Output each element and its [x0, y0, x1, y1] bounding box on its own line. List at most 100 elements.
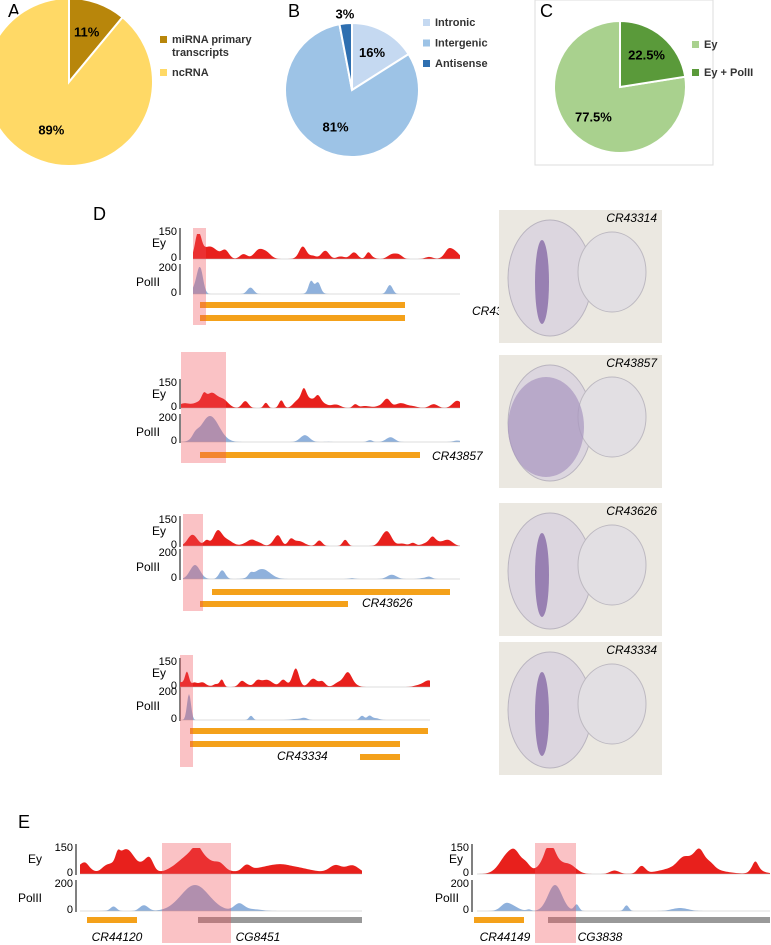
image-label: CR43334: [606, 643, 657, 657]
legend-label: Ey: [704, 39, 718, 51]
pie-slice: [619, 19, 687, 89]
track-label: Ey: [28, 852, 42, 866]
gene-label: CR44149: [480, 930, 531, 944]
gene-label: CR43334: [277, 749, 328, 763]
legend-line: miRNA primary: [172, 34, 253, 46]
tick-label: 200: [159, 412, 177, 424]
tick-label: 0: [67, 904, 73, 916]
legend-label: ncRNA: [172, 67, 209, 79]
signal-track: [477, 848, 770, 874]
signal-track: [80, 848, 362, 874]
signal-track: [181, 415, 460, 442]
tissue: [577, 231, 647, 313]
gene-model: [200, 452, 420, 458]
tick-label: 150: [451, 842, 469, 854]
tick-label: 0: [171, 680, 177, 692]
track-label: PolII: [136, 425, 160, 439]
signal-track: [181, 387, 460, 408]
gene-model: [198, 917, 362, 923]
legend-swatch: [423, 19, 430, 26]
value-label: 11%: [74, 24, 100, 39]
tick-label: 200: [55, 878, 73, 890]
pie-slice: [351, 21, 410, 92]
value-label: 89%: [38, 122, 64, 137]
highlight: [181, 352, 226, 463]
legend-swatch: [160, 69, 167, 76]
value-label: 16%: [359, 45, 385, 60]
gene-model: [200, 302, 405, 308]
gene-model: [200, 601, 348, 607]
tick-label: 0: [463, 904, 469, 916]
stain: [535, 533, 549, 617]
panel-label: D: [93, 204, 106, 224]
highlight: [180, 655, 193, 767]
gene-model: [360, 754, 400, 760]
gene-label: CG3838: [578, 930, 623, 944]
track-label: PolII: [136, 699, 160, 713]
legend-label: Ey + PolII: [704, 67, 753, 79]
tick-label: 0: [171, 252, 177, 264]
gene-label: CR43857: [432, 449, 484, 463]
tissue: [577, 524, 647, 606]
panel-label: C: [540, 1, 553, 21]
panel-label: E: [18, 812, 30, 832]
track-label: Ey: [449, 852, 463, 866]
gene-model: [212, 589, 450, 595]
track-label: PolII: [435, 891, 459, 905]
value-label: 22.5%: [628, 47, 665, 62]
pie-slice: [338, 21, 353, 91]
legend-line: transcripts: [172, 47, 229, 59]
track-label: Ey: [152, 387, 166, 401]
tick-label: 150: [159, 226, 177, 238]
tick-label: 0: [171, 435, 177, 447]
highlight: [193, 228, 206, 325]
signal-track: [183, 529, 460, 546]
value-label: 77.5%: [575, 110, 612, 125]
gene-model: [200, 315, 405, 321]
gene-label: CG8451: [236, 930, 281, 944]
gene-model: [474, 917, 524, 923]
signal-track: [180, 668, 430, 687]
pie-slice: [0, 0, 154, 167]
tick-label: 0: [171, 713, 177, 725]
gene-model: [190, 728, 428, 734]
track-label: Ey: [152, 236, 166, 250]
legend-swatch: [423, 39, 430, 47]
tissue: [577, 376, 647, 458]
value-label: 81%: [322, 120, 348, 135]
stain: [535, 240, 549, 324]
stain: [535, 672, 549, 756]
legend-label: Intronic: [435, 17, 475, 29]
track-label: Ey: [152, 524, 166, 538]
tick-label: 150: [159, 656, 177, 668]
tissue: [577, 663, 647, 745]
legend-label: Intergenic: [435, 37, 488, 49]
track-label: PolII: [18, 891, 42, 905]
tick-label: 0: [67, 867, 73, 879]
gene-model: [190, 741, 400, 747]
image-label: CR43626: [606, 504, 657, 518]
gene-label: CR44120: [92, 930, 143, 944]
signal-track: [193, 234, 460, 259]
gene-model: [548, 917, 770, 923]
tick-label: 200: [159, 262, 177, 274]
gene-model: [87, 917, 137, 923]
highlight: [162, 843, 231, 943]
value-label: 3%: [336, 7, 355, 22]
tick-label: 0: [171, 572, 177, 584]
signal-track: [193, 267, 460, 294]
legend-label: miRNA primary transcripts: [172, 34, 253, 59]
tick-label: 200: [159, 547, 177, 559]
signal-track: [183, 565, 460, 579]
highlight: [535, 843, 576, 943]
tick-label: 0: [171, 287, 177, 299]
highlight: [183, 514, 203, 611]
track-label: PolII: [136, 560, 160, 574]
stain: [508, 377, 584, 477]
legend-swatch: [692, 69, 699, 76]
tick-label: 0: [171, 401, 177, 413]
legend-label: Antisense: [435, 58, 488, 70]
track-label: PolII: [136, 275, 160, 289]
tick-label: 150: [159, 514, 177, 526]
